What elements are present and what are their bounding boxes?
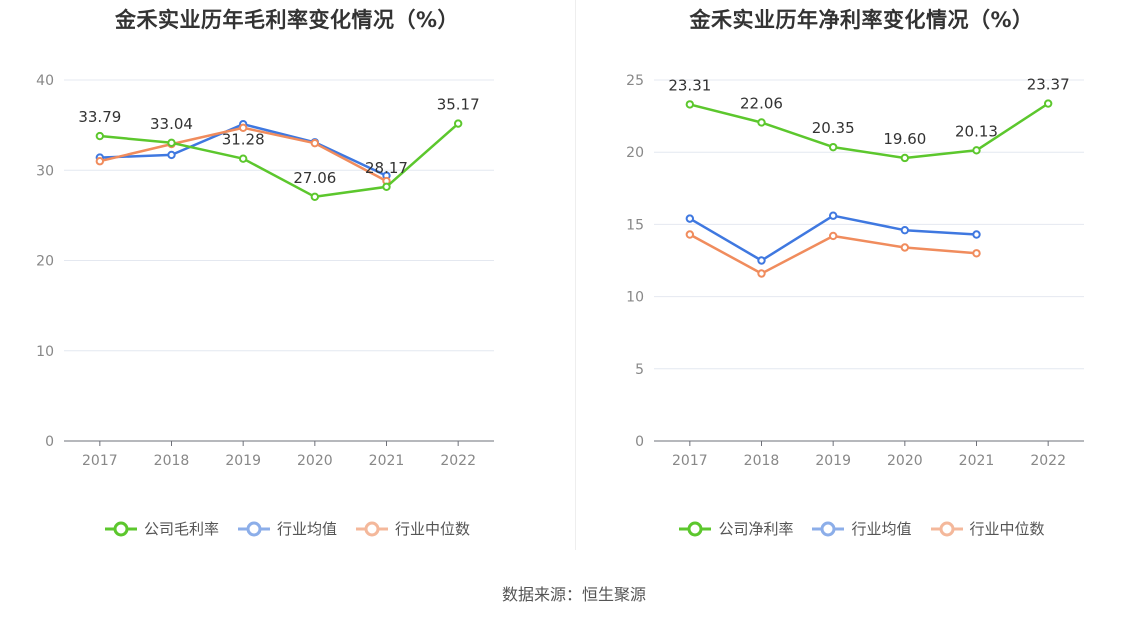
data-label: 20.35 [812,119,855,137]
data-point [310,138,320,148]
data-point [828,142,838,152]
legend-label: 行业中位数 [969,520,1045,538]
legend-item-industry-mean[interactable]: 行业均值 [811,518,912,539]
legend-line-icon [237,521,270,536]
legend-label: 公司净利率 [718,520,794,538]
data-label: 31.28 [222,131,265,149]
data-point [972,230,981,239]
data-point [453,119,463,128]
series-line [689,233,977,275]
data-label: 22.06 [740,94,783,112]
x-tick-label: 2020 [887,453,923,469]
legend-line-icon [104,521,137,536]
chart-title: 金禾实业历年净利率变化情况（%） [689,8,1034,32]
y-tick-label: 10 [36,344,54,360]
data-point [238,154,248,163]
legend-line-icon [930,521,963,536]
data-point [167,150,176,160]
legend: 公司净利率 行业均值 行业中位数 [575,518,1148,539]
legend-line-icon [356,521,388,536]
series-line [99,122,460,199]
x-tick-label: 2018 [744,453,780,469]
x-tick-label: 2017 [672,453,708,469]
legend: 公司毛利率 行业均值 行业中位数 [0,518,574,539]
data-point [757,118,766,127]
data-label: 19.60 [883,130,926,148]
x-tick-label: 2022 [1030,453,1066,469]
gross-margin-plot: 0 10 20 30 40 2017 2018 2019 2020 2021 2022 33.79 33… [36,73,494,469]
data-point [685,100,695,109]
y-tick-label: 0 [635,434,644,450]
legend-label: 行业均值 [851,520,912,538]
data-point [95,131,105,141]
x-tick-label: 2018 [154,453,190,469]
data-label: 33.04 [150,115,193,133]
data-label: 28.17 [365,159,408,177]
data-point [900,225,910,235]
x-tick-label: 2019 [225,453,261,469]
data-label: 20.13 [955,122,998,140]
y-tick-label: 5 [635,362,644,378]
data-label: 23.31 [668,76,711,94]
y-tick-label: 15 [626,217,644,233]
data-point [95,157,105,166]
net-margin-chart: 金禾实业历年净利率变化情况（%） 0 5 10 15 20 25 2017 2018 2019 2… [575,0,1148,560]
legend-item-company-gross-margin[interactable]: 公司毛利率 [104,518,219,539]
data-point [382,182,391,191]
data-point [1043,99,1053,108]
data-point [685,230,695,239]
data-source-note: 数据来源：恒生聚源 [501,585,646,604]
data-label: 33.79 [78,108,121,126]
legend-label: 行业中位数 [395,520,471,538]
data-label: 27.06 [293,169,336,187]
data-label: 35.17 [437,96,480,114]
x-tick-label: 2021 [369,453,405,469]
legend-item-company-net-margin[interactable]: 公司净利率 [678,518,793,539]
y-tick-label: 40 [36,73,54,89]
series-line [689,102,1049,160]
y-tick-label: 0 [45,434,54,450]
data-point [900,153,910,163]
legend-label: 行业均值 [276,520,337,538]
x-tick-label: 2017 [82,453,118,469]
legend-item-industry-mean[interactable]: 行业均值 [237,518,337,539]
data-label: 23.37 [1027,76,1070,94]
data-point [685,214,695,223]
y-tick-label: 25 [626,73,644,89]
data-point [972,249,981,258]
data-point [757,256,766,265]
data-point [757,269,766,278]
data-point [900,243,910,252]
x-tick-label: 2021 [959,453,995,469]
legend-line-icon [812,521,845,536]
y-tick-label: 30 [36,163,54,179]
legend-label: 公司毛利率 [143,520,219,538]
legend-item-industry-median[interactable]: 行业中位数 [930,518,1045,539]
data-point [167,138,176,148]
panel-divider [575,0,576,550]
data-point [238,123,248,133]
gross-margin-chart: 金禾实业历年毛利率变化情况（%） 0 10 20 30 40 2017 2018 2019 20… [0,0,574,560]
data-point [972,146,981,155]
net-margin-plot: 0 5 10 15 20 25 2017 2018 2019 2020 2021 2022 23.31 2… [626,73,1084,469]
legend-item-industry-median[interactable]: 行业中位数 [355,518,470,539]
y-tick-label: 20 [36,254,54,270]
data-point [310,192,320,201]
chart-title: 金禾实业历年毛利率变化情况（%） [114,8,460,32]
y-tick-label: 20 [626,145,644,161]
x-tick-label: 2022 [440,453,476,469]
x-tick-label: 2020 [297,453,333,469]
y-tick-label: 10 [626,290,644,306]
data-point [828,211,838,220]
data-point [828,231,838,241]
legend-line-icon [679,521,712,536]
x-tick-label: 2019 [815,453,851,469]
